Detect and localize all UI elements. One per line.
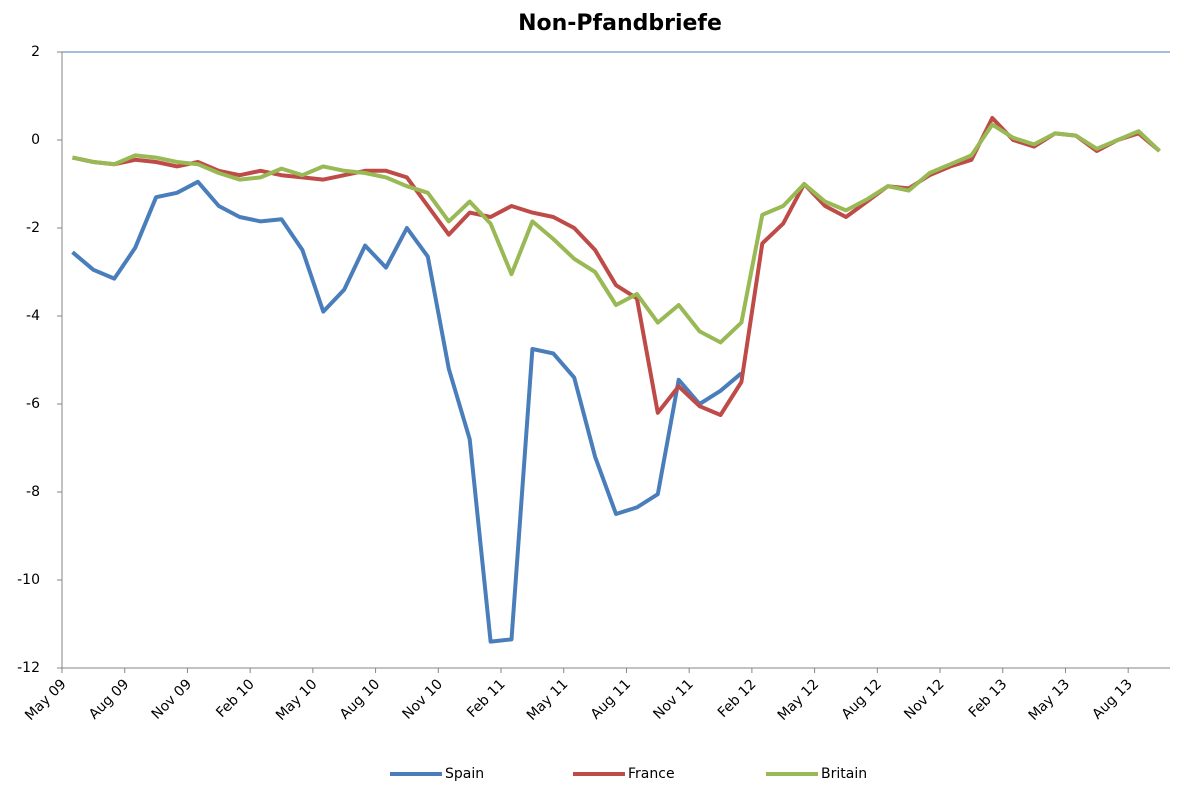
y-tick-label: 2	[31, 44, 40, 60]
legend-label: France	[628, 766, 675, 782]
x-tick-label: Feb 11	[464, 676, 509, 721]
x-tick-label: Aug 10	[337, 676, 383, 722]
y-tick-label: -6	[26, 396, 40, 412]
x-tick-label: May 09	[22, 676, 70, 724]
y-tick-label: -2	[26, 220, 40, 236]
y-tick-label: -12	[17, 660, 40, 676]
y-tick-label: 0	[31, 132, 40, 148]
y-tick-label: -10	[17, 572, 40, 588]
series-line	[71, 179, 743, 644]
chart-title: Non-Pfandbriefe	[518, 11, 722, 36]
y-tick-label: -4	[26, 308, 40, 324]
x-tick-label: Feb 12	[715, 676, 760, 721]
series-line	[72, 116, 1161, 417]
x-tick-label: May 10	[273, 676, 321, 724]
x-tick-label: Aug 12	[839, 676, 885, 722]
x-tick-label: May 13	[1026, 676, 1074, 724]
x-tick-label: Aug 11	[588, 676, 634, 722]
x-tick-label: Feb 13	[966, 676, 1011, 721]
y-tick-label: -8	[26, 484, 40, 500]
series-line	[72, 122, 1161, 345]
x-tick-label: Aug 09	[86, 676, 132, 722]
x-tick-label: Nov 10	[400, 676, 446, 722]
legend-label: Spain	[445, 766, 484, 782]
x-tick-label: Nov 11	[650, 676, 696, 722]
x-tick-label: Feb 10	[213, 676, 258, 721]
x-tick-label: Aug 13	[1089, 676, 1135, 722]
x-tick-label: Nov 09	[149, 676, 195, 722]
x-tick-label: May 11	[524, 676, 572, 724]
x-tick-label: Nov 12	[901, 676, 947, 722]
legend-label: Britain	[821, 766, 867, 782]
x-tick-label: May 12	[775, 676, 823, 724]
